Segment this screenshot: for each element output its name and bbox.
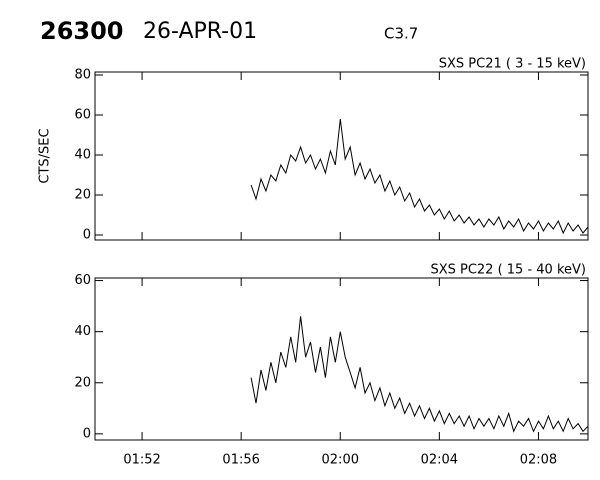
x-tick-label: 01:56	[222, 453, 259, 468]
event-id: 26300	[40, 17, 124, 45]
panel-title: SXS PC21 ( 3 - 15 keV)	[439, 57, 586, 72]
y-tick-label: 40	[74, 148, 91, 163]
plot-frame	[94, 71, 589, 241]
plot-frame	[94, 277, 589, 441]
y-axis-label: CTS/SEC	[38, 128, 53, 183]
y-tick-label: 60	[74, 108, 91, 123]
x-tick-label: 02:00	[322, 453, 359, 468]
y-tick-label: 60	[74, 273, 91, 288]
y-tick-label: 20	[74, 375, 91, 390]
y-tick-label: 40	[74, 324, 91, 339]
event-date: 26-APR-01	[143, 19, 257, 44]
y-tick-label: 20	[74, 188, 91, 203]
y-tick-label: 80	[74, 68, 91, 83]
flare-class: C3.7	[384, 25, 418, 43]
y-tick-label: 0	[83, 426, 91, 441]
x-tick-label: 02:04	[421, 453, 458, 468]
count-rate-line	[250, 316, 589, 433]
x-tick-label: 01:52	[123, 453, 160, 468]
count-rate-line	[250, 118, 589, 235]
panel-title: SXS PC22 ( 15 - 40 keV)	[430, 263, 586, 278]
y-tick-label: 0	[83, 228, 91, 243]
x-tick-label: 02:08	[520, 453, 557, 468]
